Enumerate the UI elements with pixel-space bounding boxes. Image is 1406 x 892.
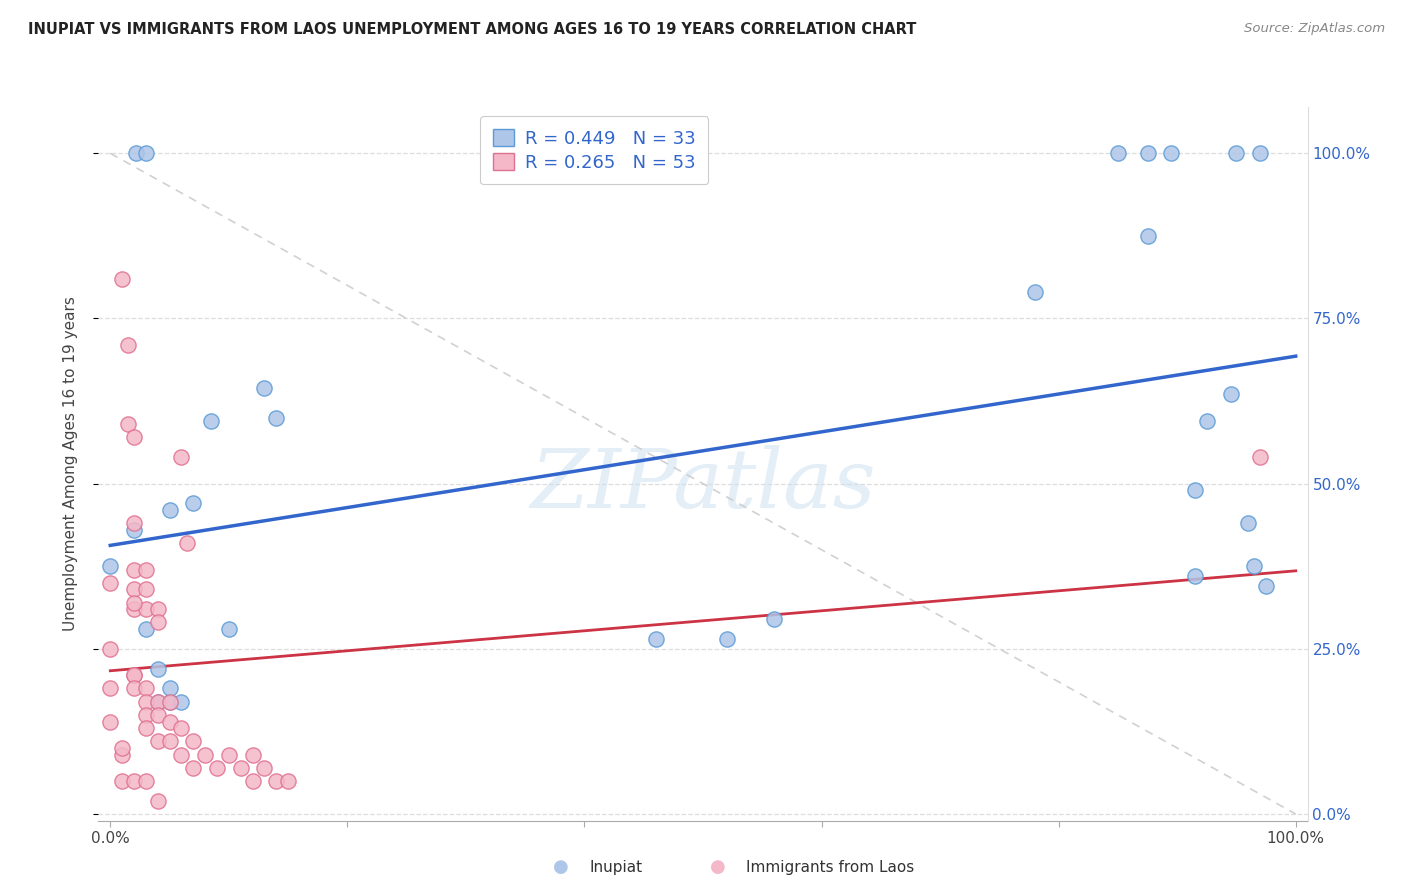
Point [1243,559,1265,574]
Point [181,761,204,775]
Point [135,622,157,636]
Point [122,582,145,597]
Text: ZIPatlas: ZIPatlas [530,445,876,525]
Point [122,668,145,682]
Point [159,681,181,696]
Point [1136,146,1159,161]
Point [253,761,276,775]
Text: Source: ZipAtlas.com: Source: ZipAtlas.com [1244,22,1385,36]
Point [159,714,181,729]
Point [170,721,193,735]
Point [1195,414,1218,428]
Point [125,146,148,161]
Point [135,774,157,789]
Point [716,632,738,646]
Point [159,503,181,517]
Point [1219,387,1241,401]
Legend: R = 0.449   N = 33, R = 0.265   N = 53: R = 0.449 N = 33, R = 0.265 N = 53 [479,116,709,185]
Point [111,774,134,789]
Point [98,641,121,656]
Point [146,707,169,722]
Point [1225,146,1247,161]
Point [146,734,169,748]
Point [1249,450,1271,465]
Point [122,681,145,696]
Point [146,794,169,808]
Point [181,734,204,748]
Point [135,721,157,735]
Point [1136,228,1159,243]
Point [122,563,145,577]
Point [111,747,134,762]
Point [98,575,121,590]
Point [146,615,169,630]
Point [159,695,181,709]
Text: ●: ● [553,858,569,876]
Point [205,761,228,775]
Point [135,707,157,722]
Point [181,496,204,510]
Point [763,612,786,626]
Point [122,516,145,531]
Text: ●: ● [710,858,725,876]
Point [98,559,121,574]
Point [218,747,240,762]
Point [122,774,145,789]
Point [117,417,139,432]
Point [111,741,134,756]
Point [98,714,121,729]
Point [159,695,181,709]
Point [146,695,169,709]
Point [264,774,287,789]
Point [111,272,134,286]
Point [170,747,193,762]
Point [1160,146,1182,161]
Point [146,662,169,676]
Point [176,536,198,550]
Point [1184,569,1206,583]
Point [264,410,287,425]
Point [135,563,157,577]
Text: Inupiat: Inupiat [589,860,643,874]
Point [146,602,169,616]
Point [194,747,217,762]
Point [218,622,240,636]
Point [1024,285,1046,299]
Point [229,761,252,775]
Point [159,734,181,748]
Point [1237,516,1260,531]
Point [135,681,157,696]
Point [1107,146,1129,161]
Point [1249,146,1271,161]
Text: INUPIAT VS IMMIGRANTS FROM LAOS UNEMPLOYMENT AMONG AGES 16 TO 19 YEARS CORRELATI: INUPIAT VS IMMIGRANTS FROM LAOS UNEMPLOY… [28,22,917,37]
Y-axis label: Unemployment Among Ages 16 to 19 years: Unemployment Among Ages 16 to 19 years [63,296,77,632]
Point [135,146,157,161]
Point [135,602,157,616]
Point [98,681,121,696]
Point [122,596,145,610]
Point [117,338,139,352]
Text: Immigrants from Laos: Immigrants from Laos [747,860,914,874]
Point [122,523,145,537]
Point [122,668,145,682]
Point [170,695,193,709]
Point [200,414,222,428]
Point [135,582,157,597]
Point [644,632,666,646]
Point [277,774,299,789]
Point [253,381,276,395]
Point [122,602,145,616]
Point [1254,579,1277,593]
Point [122,430,145,444]
Point [170,450,193,465]
Point [242,774,264,789]
Point [1184,483,1206,498]
Point [242,747,264,762]
Point [146,695,169,709]
Point [135,695,157,709]
